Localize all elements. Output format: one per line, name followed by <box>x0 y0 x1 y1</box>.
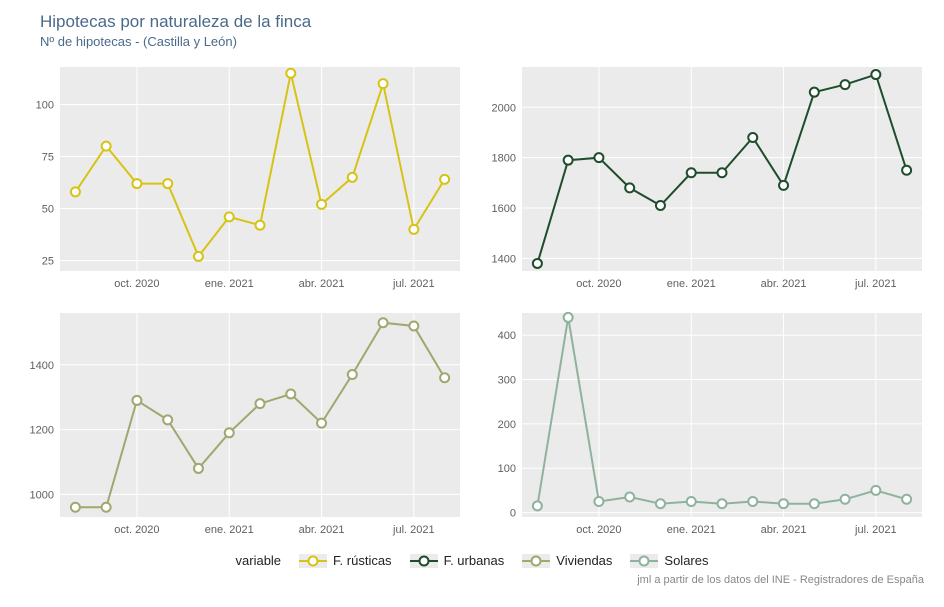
svg-text:1200: 1200 <box>30 425 54 437</box>
legend-item-urbanas: F. urbanas <box>410 553 505 568</box>
svg-text:1400: 1400 <box>30 360 54 372</box>
svg-text:ene. 2021: ene. 2021 <box>667 278 716 290</box>
svg-text:ene. 2021: ene. 2021 <box>205 524 254 536</box>
legend-text-viviendas: Viviendas <box>556 553 612 568</box>
credit-text: jml a partir de los datos del INE - Regi… <box>16 574 924 586</box>
svg-text:abr. 2021: abr. 2021 <box>761 278 807 290</box>
svg-text:ene. 2021: ene. 2021 <box>667 524 716 536</box>
svg-text:oct. 2020: oct. 2020 <box>114 278 159 290</box>
svg-text:1800: 1800 <box>492 153 516 165</box>
svg-text:100: 100 <box>36 99 54 111</box>
svg-text:2000: 2000 <box>492 102 516 114</box>
svg-text:oct. 2020: oct. 2020 <box>114 524 159 536</box>
panel-solares: 0 100 200 300 400 oct. 2020 ene. 2021 abr. 2021… <box>478 307 928 541</box>
legend-swatch-rusticas <box>299 554 327 568</box>
legend-swatch-viviendas <box>522 554 550 568</box>
legend-swatch-urbanas <box>410 554 438 568</box>
panel-urbanas: 1400 1600 1800 2000 oct. 2020 ene. 2021 abr. 2… <box>478 61 928 295</box>
legend-text-urbanas: F. urbanas <box>444 553 505 568</box>
legend-swatch-solares <box>630 554 658 568</box>
panel-rusticas: 25 50 75 100 oct. 2020 ene. 2021 abr. 2021 jul.… <box>16 61 466 295</box>
svg-text:400: 400 <box>498 330 516 342</box>
legend-item-viviendas: Viviendas <box>522 553 612 568</box>
panel-viviendas: 1000 1200 1400 oct. 2020 ene. 2021 abr. 2021 j… <box>16 307 466 541</box>
svg-text:jul. 2021: jul. 2021 <box>854 524 897 536</box>
svg-text:75: 75 <box>42 152 54 164</box>
legend-item-rusticas: F. rústicas <box>299 553 392 568</box>
legend-text-rusticas: F. rústicas <box>333 553 392 568</box>
svg-text:jul. 2021: jul. 2021 <box>392 524 435 536</box>
svg-text:50: 50 <box>42 204 54 216</box>
svg-text:oct. 2020: oct. 2020 <box>576 278 621 290</box>
svg-text:200: 200 <box>498 419 516 431</box>
svg-text:abr. 2021: abr. 2021 <box>761 524 807 536</box>
legend: variable F. rústicas F. urbanas Vivienda… <box>16 553 928 568</box>
svg-text:25: 25 <box>42 256 54 268</box>
chart-title: Hipotecas por naturaleza de la finca <box>40 12 928 32</box>
legend-label: variable <box>236 553 282 568</box>
svg-text:100: 100 <box>498 463 516 475</box>
svg-text:abr. 2021: abr. 2021 <box>299 278 345 290</box>
svg-text:jul. 2021: jul. 2021 <box>854 278 897 290</box>
svg-text:0: 0 <box>510 508 516 520</box>
svg-text:oct. 2020: oct. 2020 <box>576 524 621 536</box>
svg-text:300: 300 <box>498 375 516 387</box>
legend-text-solares: Solares <box>664 553 708 568</box>
panel-grid: 25 50 75 100 oct. 2020 ene. 2021 abr. 2021 jul.… <box>16 61 928 541</box>
svg-text:1000: 1000 <box>30 489 54 501</box>
svg-text:abr. 2021: abr. 2021 <box>299 524 345 536</box>
chart-subtitle: Nº de hipotecas - (Castilla y León) <box>40 34 928 49</box>
svg-text:1400: 1400 <box>492 253 516 265</box>
svg-text:1600: 1600 <box>492 203 516 215</box>
svg-text:ene. 2021: ene. 2021 <box>205 278 254 290</box>
svg-text:jul. 2021: jul. 2021 <box>392 278 435 290</box>
legend-item-solares: Solares <box>630 553 708 568</box>
